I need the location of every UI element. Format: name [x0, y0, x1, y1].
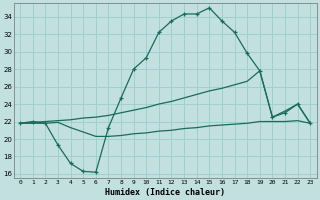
X-axis label: Humidex (Indice chaleur): Humidex (Indice chaleur) [105, 188, 225, 197]
